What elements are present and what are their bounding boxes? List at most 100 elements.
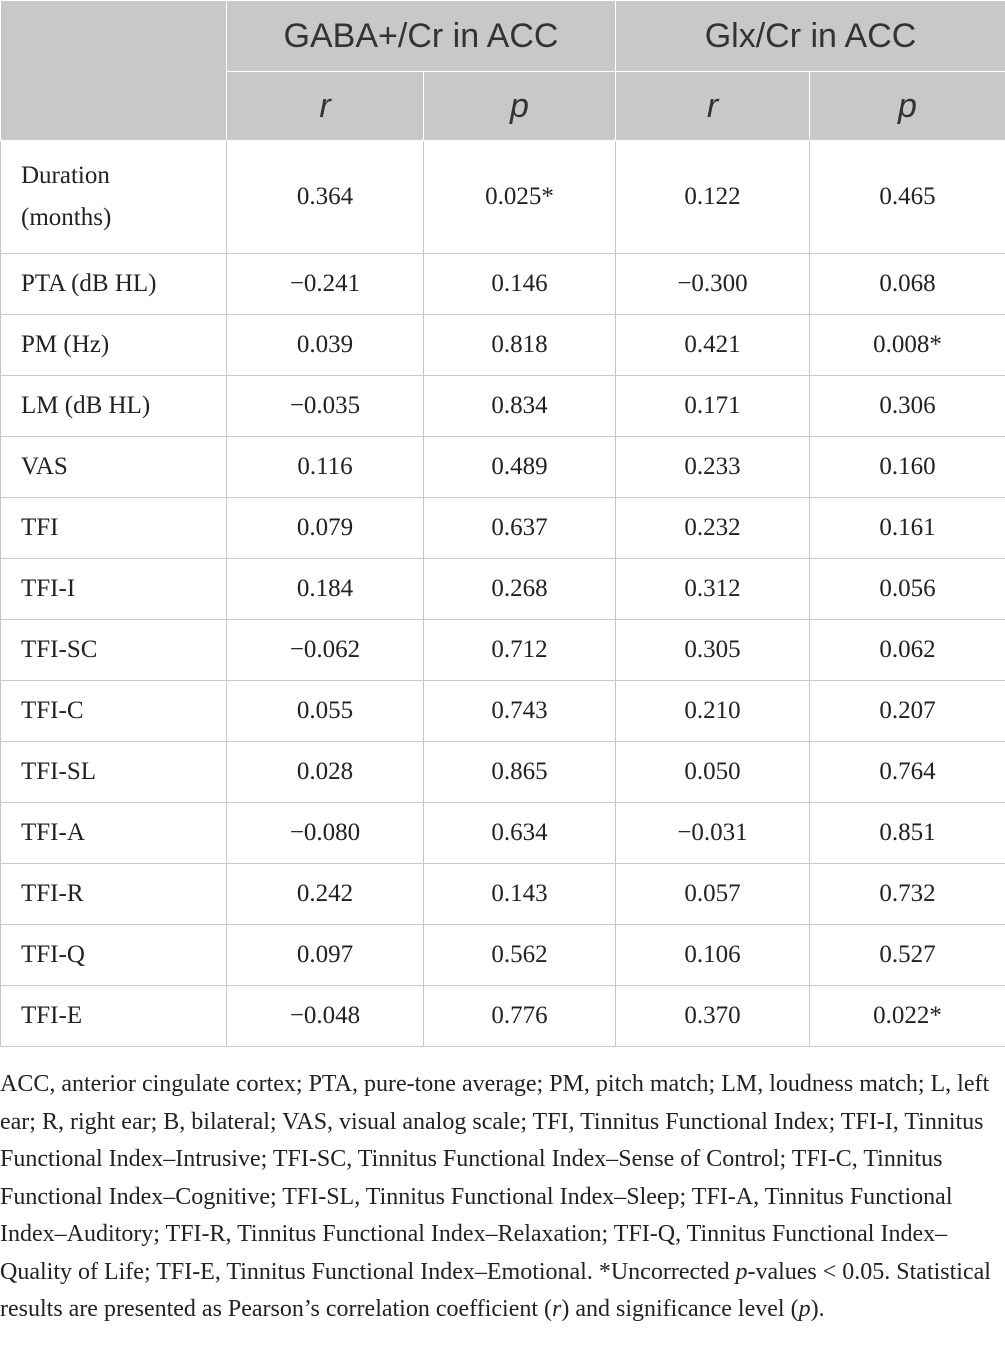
- row-label: TFI-Q: [0, 924, 227, 986]
- cell-gaba-p: 0.634: [422, 802, 617, 864]
- cell-glx-r: 0.312: [615, 558, 811, 620]
- cell-gaba-r: 0.028: [226, 741, 424, 803]
- cell-glx-r: −0.300: [615, 253, 811, 315]
- cell-gaba-r: 0.055: [226, 680, 424, 742]
- cell-gaba-p: 0.146: [422, 253, 617, 315]
- cell-glx-r: 0.370: [615, 985, 811, 1047]
- cell-glx-r: 0.305: [615, 619, 811, 681]
- cell-gaba-r: −0.035: [226, 375, 424, 437]
- row-label: LM (dB HL): [0, 375, 227, 437]
- cell-gaba-p: 0.834: [422, 375, 617, 437]
- cell-glx-r: 0.050: [615, 741, 811, 803]
- cell-gaba-p: 0.637: [422, 497, 617, 559]
- row-label: TFI-C: [0, 680, 227, 742]
- cell-glx-r: 0.210: [615, 680, 811, 742]
- cell-glx-r: 0.122: [615, 140, 811, 254]
- cell-glx-p: 0.527: [809, 924, 1005, 986]
- footnote-p-italic: p: [735, 1258, 748, 1285]
- table-row: TFI-C 0.055 0.743 0.210 0.207: [0, 680, 1005, 742]
- table-container: GABA+/Cr in ACC Glx/Cr in ACC r p r p Du…: [0, 0, 1005, 1322]
- row-label: VAS: [0, 436, 227, 498]
- cell-gaba-r: −0.080: [226, 802, 424, 864]
- table-row: TFI 0.079 0.637 0.232 0.161: [0, 497, 1005, 559]
- cell-gaba-r: 0.364: [226, 140, 424, 254]
- table-body: Duration (months) 0.364 0.025* 0.122 0.465 PT…: [0, 140, 1005, 1047]
- row-label: TFI-I: [0, 558, 227, 620]
- row-label: Duration (months): [0, 140, 227, 254]
- cell-gaba-r: −0.048: [226, 985, 424, 1047]
- header-gaba-p: p: [422, 71, 617, 141]
- row-label: TFI-SL: [0, 741, 227, 803]
- cell-glx-p: 0.161: [809, 497, 1005, 559]
- row-label: TFI-SC: [0, 619, 227, 681]
- row-label: PTA (dB HL): [0, 253, 227, 315]
- footnote-text-4: ).: [810, 1296, 825, 1322]
- cell-gaba-p: 0.143: [422, 863, 617, 925]
- table-row: TFI-SL 0.028 0.865 0.050 0.764: [0, 741, 1005, 803]
- cell-glx-p: 0.207: [809, 680, 1005, 742]
- footnote-text-2: -values < 0.05. Statistical results are …: [0, 1258, 991, 1323]
- cell-glx-p: 0.022*: [809, 985, 1005, 1047]
- cell-gaba-r: 0.116: [226, 436, 424, 498]
- row-label: TFI-E: [0, 985, 227, 1047]
- cell-gaba-r: 0.079: [226, 497, 424, 559]
- cell-gaba-r: 0.242: [226, 863, 424, 925]
- cell-glx-p: 0.062: [809, 619, 1005, 681]
- cell-glx-r: 0.171: [615, 375, 811, 437]
- table-footnote: ACC, anterior cingulate cortex; PTA, pur…: [0, 1066, 1000, 1329]
- cell-gaba-p: 0.743: [422, 680, 617, 742]
- table-row: TFI-A −0.080 0.634 −0.031 0.851: [0, 802, 1005, 864]
- row-label: TFI-R: [0, 863, 227, 925]
- header-corner: [0, 0, 227, 141]
- cell-glx-p: 0.764: [809, 741, 1005, 803]
- header-glx-p: p: [809, 71, 1005, 141]
- row-label: TFI-A: [0, 802, 227, 864]
- table-header: GABA+/Cr in ACC Glx/Cr in ACC r p r p: [0, 0, 1005, 141]
- cell-glx-p: 0.056: [809, 558, 1005, 620]
- cell-gaba-r: 0.184: [226, 558, 424, 620]
- correlation-table: GABA+/Cr in ACC Glx/Cr in ACC r p r p Du…: [0, 0, 1005, 1047]
- table-row: TFI-R 0.242 0.143 0.057 0.732: [0, 863, 1005, 925]
- cell-gaba-p: 0.489: [422, 436, 617, 498]
- cell-gaba-r: −0.062: [226, 619, 424, 681]
- cell-glx-p: 0.465: [809, 140, 1005, 254]
- header-group-gaba: GABA+/Cr in ACC: [225, 0, 617, 72]
- table-row: PM (Hz) 0.039 0.818 0.421 0.008*: [0, 314, 1005, 376]
- cell-glx-r: 0.232: [615, 497, 811, 559]
- cell-glx-p: 0.160: [809, 436, 1005, 498]
- table-row: TFI-I 0.184 0.268 0.312 0.056: [0, 558, 1005, 620]
- cell-glx-p: 0.732: [809, 863, 1005, 925]
- cell-gaba-r: 0.097: [226, 924, 424, 986]
- cell-glx-r: 0.421: [615, 314, 811, 376]
- row-label: TFI: [0, 497, 227, 559]
- footnote-p2-italic: p: [798, 1296, 811, 1322]
- footnote-r-italic: r: [552, 1296, 562, 1322]
- cell-glx-p: 0.008*: [809, 314, 1005, 376]
- cell-gaba-p: 0.712: [422, 619, 617, 681]
- header-glx-r: r: [615, 71, 811, 141]
- cell-gaba-p: 0.776: [422, 985, 617, 1047]
- row-label: PM (Hz): [0, 314, 227, 376]
- cell-glx-p: 0.068: [809, 253, 1005, 315]
- cell-gaba-p: 0.562: [422, 924, 617, 986]
- header-row-stats: r p r p: [1, 71, 1005, 141]
- table-row: TFI-Q 0.097 0.562 0.106 0.527: [0, 924, 1005, 986]
- cell-gaba-p: 0.268: [422, 558, 617, 620]
- header-row-groups: GABA+/Cr in ACC Glx/Cr in ACC: [0, 0, 1005, 141]
- cell-glx-r: 0.106: [615, 924, 811, 986]
- cell-glx-r: −0.031: [615, 802, 811, 864]
- cell-gaba-r: 0.039: [226, 314, 424, 376]
- cell-glx-r: 0.057: [615, 863, 811, 925]
- cell-gaba-p: 0.025*: [422, 140, 617, 254]
- table-row: Duration (months) 0.364 0.025* 0.122 0.465: [0, 140, 1005, 254]
- footnote-text-3: ) and significance level (: [561, 1296, 799, 1322]
- cell-glx-p: 0.306: [809, 375, 1005, 437]
- table-row: PTA (dB HL) −0.241 0.146 −0.300 0.068: [0, 253, 1005, 315]
- table-row: LM (dB HL) −0.035 0.834 0.171 0.306: [0, 375, 1005, 437]
- cell-glx-p: 0.851: [809, 802, 1005, 864]
- table-row: VAS 0.116 0.489 0.233 0.160: [0, 436, 1005, 498]
- header-gaba-r: r: [226, 71, 424, 141]
- table-row: TFI-SC −0.062 0.712 0.305 0.062: [0, 619, 1005, 681]
- footnote-text-1: ACC, anterior cingulate cortex; PTA, pur…: [0, 1071, 990, 1285]
- cell-gaba-p: 0.818: [422, 314, 617, 376]
